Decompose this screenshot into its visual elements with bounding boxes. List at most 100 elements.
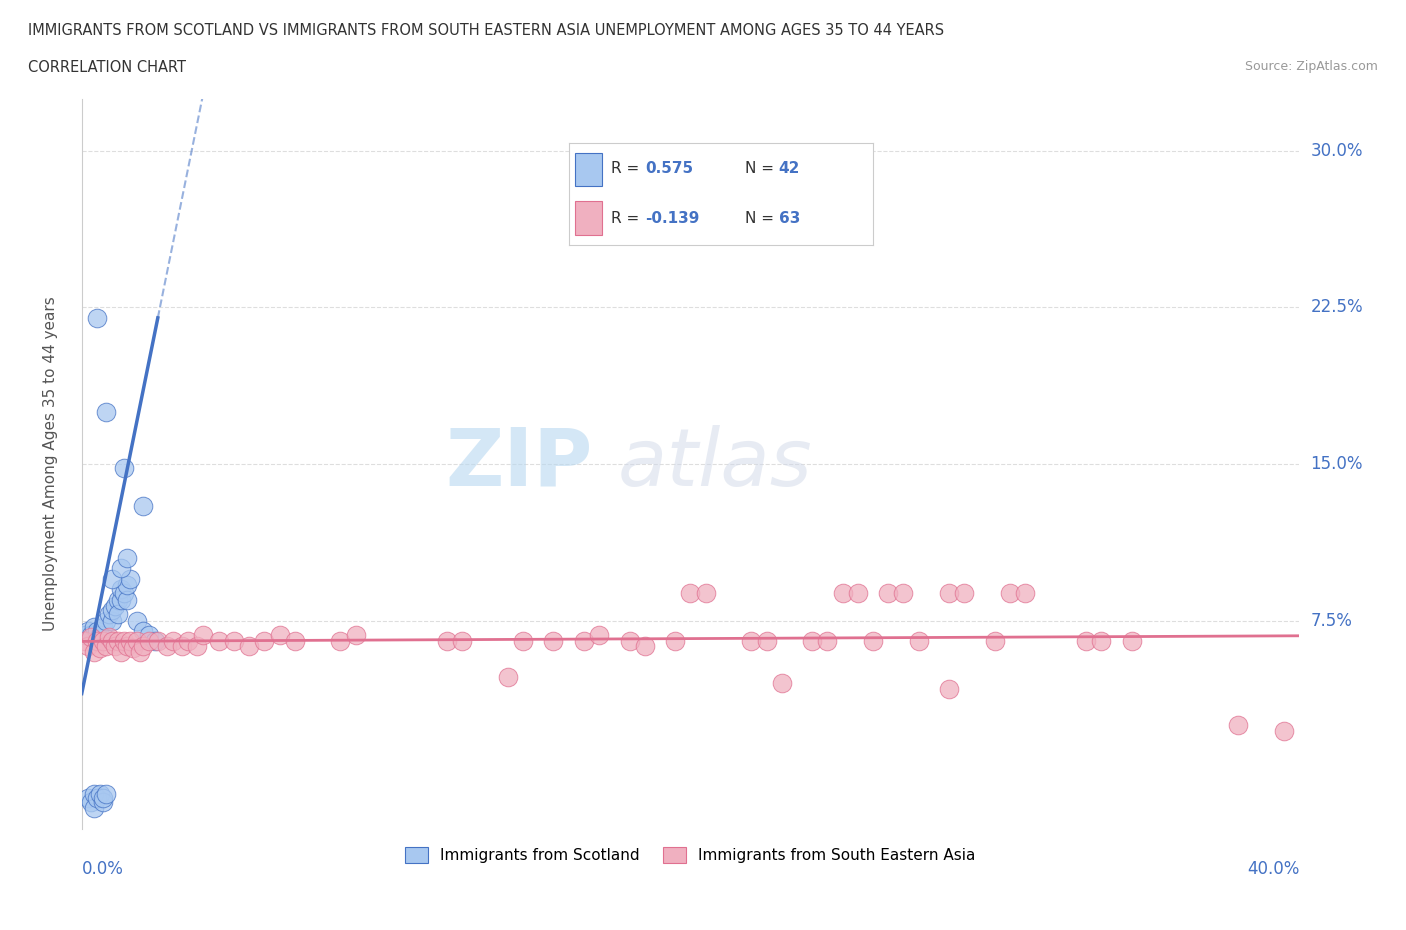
Point [815,634,838,649]
Point [94,787,117,802]
Point [110,561,132,576]
Point [104,599,127,614]
Point [83,644,105,659]
Point [101,603,124,618]
Point [117,638,139,653]
Text: 22.5%: 22.5% [1310,299,1362,316]
Point [94,613,117,628]
Point [86,790,108,805]
Point [770,676,793,691]
Point [543,634,565,649]
Point [117,578,139,592]
Point [572,634,595,649]
Point [253,634,276,649]
Point [131,638,153,653]
Point [122,640,145,655]
Point [76,790,98,805]
Point [120,571,142,586]
Point [83,801,105,816]
Point [76,638,98,653]
Point [238,638,260,653]
Point [1090,634,1112,649]
Point [496,670,519,684]
Y-axis label: Unemployment Among Ages 35 to 44 years: Unemployment Among Ages 35 to 44 years [44,297,58,631]
Text: 15.0%: 15.0% [1310,455,1362,473]
Point [125,634,148,649]
Point [101,634,124,649]
Point [938,586,960,601]
Text: ZIP: ZIP [446,425,593,503]
Point [634,638,657,653]
Point [877,586,900,601]
Point [893,586,915,601]
Text: 0.0%: 0.0% [82,860,124,878]
Point [755,634,778,649]
Point [740,634,762,649]
Point [112,634,135,649]
Point [907,634,929,649]
Point [512,634,534,649]
Point [89,640,111,655]
Point [94,638,117,653]
Point [177,634,200,649]
Point [89,628,111,643]
Point [143,634,166,649]
Point [588,628,610,643]
Point [101,571,124,586]
Point [846,586,869,601]
Point [86,623,108,638]
Point [162,634,184,649]
Point [172,638,194,653]
Point [91,634,114,649]
Point [73,628,96,643]
Point [284,634,307,649]
Point [110,582,132,597]
Point [664,634,686,649]
Point [117,592,139,607]
Point [695,586,717,601]
Point [984,634,1007,649]
Point [76,623,98,638]
Point [107,592,129,607]
Point [91,790,114,805]
Text: Source: ZipAtlas.com: Source: ZipAtlas.com [1244,60,1378,73]
Point [329,634,352,649]
Point [107,634,129,649]
Point [112,460,135,475]
Point [1121,634,1143,649]
Point [1227,717,1250,732]
Point [94,405,117,419]
Point [83,787,105,802]
Point [1272,724,1295,738]
Point [436,634,458,649]
Text: 30.0%: 30.0% [1310,142,1362,160]
Point [998,586,1021,601]
Point [110,592,132,607]
Text: atlas: atlas [617,425,813,503]
Point [117,551,139,565]
Point [138,634,160,649]
Point [98,630,121,644]
Point [98,606,121,621]
Point [831,586,853,601]
Point [344,628,367,643]
Text: CORRELATION CHART: CORRELATION CHART [28,60,186,75]
Point [107,606,129,621]
Point [120,634,142,649]
Point [112,586,135,601]
Point [1014,586,1036,601]
Point [80,630,103,644]
Point [138,628,160,643]
Point [73,634,96,649]
Point [222,634,245,649]
Point [862,634,884,649]
Point [128,644,150,659]
Point [186,638,208,653]
Point [269,628,291,643]
Point [86,634,108,649]
Legend: Immigrants from Scotland, Immigrants from South Eastern Asia: Immigrants from Scotland, Immigrants fro… [399,841,981,870]
Point [801,634,824,649]
Point [83,619,105,634]
Point [91,794,114,809]
Point [80,628,103,643]
